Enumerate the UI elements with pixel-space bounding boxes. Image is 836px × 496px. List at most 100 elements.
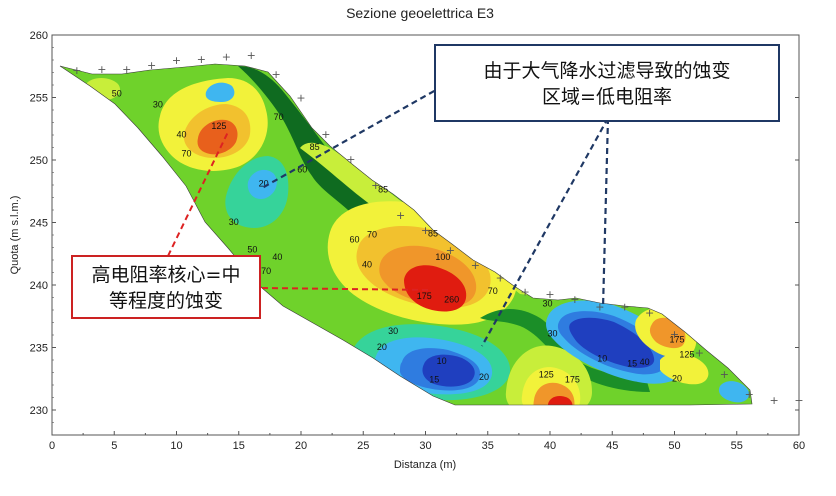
low-resistivity-callout-line2: 区域=低电阻率 bbox=[542, 86, 672, 108]
x-tick-label: 35 bbox=[482, 440, 494, 452]
electrode-marker: + bbox=[147, 59, 156, 72]
electrode-marker: + bbox=[346, 153, 355, 166]
electrode-marker: + bbox=[670, 328, 679, 341]
electrode-marker: + bbox=[396, 209, 405, 222]
x-tick-label: 50 bbox=[668, 440, 680, 452]
contour-label: 175 bbox=[669, 335, 684, 345]
contour-label: 30 bbox=[229, 217, 239, 227]
x-tick-label: 25 bbox=[357, 440, 369, 452]
x-tick-label: 0 bbox=[49, 440, 55, 452]
y-tick-label: 245 bbox=[30, 218, 48, 230]
x-tick-label: 5 bbox=[111, 440, 117, 452]
contour-label: 15 bbox=[429, 375, 439, 385]
contour-label: 85 bbox=[310, 142, 320, 152]
electrode-marker: + bbox=[247, 49, 256, 62]
electrode-marker: + bbox=[794, 394, 803, 407]
contour-label: 20 bbox=[377, 342, 387, 352]
low-resistivity-lower-core bbox=[422, 354, 475, 387]
low-resistivity-core-left bbox=[247, 169, 277, 200]
electrode-marker: + bbox=[496, 272, 505, 285]
high-resistivity-lower-core bbox=[548, 396, 573, 405]
x-tick-label: 45 bbox=[606, 440, 618, 452]
electrode-marker: + bbox=[595, 300, 604, 313]
electrode-marker: + bbox=[97, 63, 106, 76]
y-tick-label: 255 bbox=[30, 93, 48, 105]
upper-cyan-patch bbox=[205, 82, 235, 102]
high-resistivity-callout: 高电阻率核心=中 等程度的蚀变 bbox=[71, 255, 261, 319]
high-resistivity-core bbox=[404, 265, 467, 312]
contour-labels: 5030407012570856020305040706040708585100… bbox=[112, 88, 695, 384]
contour-label: 10 bbox=[597, 353, 607, 363]
blue-leader-line-1 bbox=[261, 85, 444, 189]
contour-label: 125 bbox=[679, 350, 694, 360]
contour-label: 175 bbox=[417, 291, 432, 301]
y-tick-label: 260 bbox=[30, 30, 48, 42]
contour-label: 50 bbox=[112, 88, 122, 98]
electrode-marker: + bbox=[520, 285, 529, 298]
high-resistivity-callout-line2: 等程度的蚀变 bbox=[108, 290, 223, 312]
contour-label: 100 bbox=[435, 252, 450, 262]
x-tick-label: 55 bbox=[731, 440, 743, 452]
contour-label: 40 bbox=[362, 260, 372, 270]
contour-label: 60 bbox=[350, 235, 360, 245]
contour-label: 85 bbox=[428, 228, 438, 238]
red-leader-line-1 bbox=[167, 131, 229, 257]
contour-label: 50 bbox=[247, 245, 257, 255]
contour-label: 70 bbox=[367, 230, 377, 240]
contour-label: 15 bbox=[627, 358, 637, 368]
contour-label: 40 bbox=[176, 130, 186, 140]
red-core-left-top bbox=[197, 119, 238, 155]
contour-label: 30 bbox=[543, 298, 553, 308]
y-axis-label: Quota (m s.l.m.) bbox=[9, 196, 21, 275]
electrode-marker: + bbox=[769, 394, 778, 407]
contour-label: 260 bbox=[444, 295, 459, 305]
contour-label: 30 bbox=[153, 100, 163, 110]
electrode-marker: + bbox=[620, 300, 629, 313]
contour-label: 125 bbox=[211, 121, 226, 131]
callout-leader-lines bbox=[167, 85, 610, 347]
x-tick-label: 10 bbox=[170, 440, 182, 452]
electrode-marker: + bbox=[645, 307, 654, 320]
electrode-marker: + bbox=[172, 54, 181, 67]
electrode-marker: + bbox=[545, 288, 554, 301]
contour-label: 30 bbox=[388, 326, 398, 336]
x-tick-label: 60 bbox=[793, 440, 805, 452]
y-axis: 230 235 240 245 250 255 260 bbox=[30, 30, 799, 436]
right-edge-cyan bbox=[718, 381, 750, 403]
x-axis-label: Distanza (m) bbox=[394, 459, 456, 471]
electrode-marker: + bbox=[321, 128, 330, 141]
x-tick-label: 30 bbox=[419, 440, 431, 452]
electrode-marker: + bbox=[197, 53, 206, 66]
contour-label: 70 bbox=[181, 148, 191, 158]
contour-label: 70 bbox=[261, 266, 271, 276]
electrode-marker: + bbox=[296, 92, 305, 105]
electrode-marker: + bbox=[371, 179, 380, 192]
y-tick-label: 250 bbox=[30, 155, 48, 167]
electrode-marker: + bbox=[570, 293, 579, 306]
low-resistivity-right-core bbox=[569, 317, 655, 368]
contour-label: 125 bbox=[539, 370, 554, 380]
blue-leader-line-2 bbox=[481, 117, 609, 347]
electrode-marker: + bbox=[72, 64, 81, 77]
electrode-marker: + bbox=[446, 244, 455, 257]
y-tick-label: 230 bbox=[30, 405, 48, 417]
low-resistivity-callout-line1: 由于大气降水过滤导致的蚀变 bbox=[483, 60, 731, 82]
electrode-marker: + bbox=[720, 368, 729, 381]
contour-label: 60 bbox=[297, 165, 307, 175]
contour-label: 70 bbox=[274, 112, 284, 122]
blue-leader-line-3 bbox=[601, 117, 610, 309]
y-tick-label: 235 bbox=[30, 343, 48, 355]
high-resistivity-callout-line1: 高电阻率核心=中 bbox=[91, 264, 241, 286]
red-leader-line-2 bbox=[261, 287, 431, 291]
contour-label: 30 bbox=[547, 328, 557, 338]
x-axis: 0 5 10 15 20 25 30 35 40 45 50 55 60 bbox=[49, 431, 805, 452]
contour-label: 40 bbox=[640, 357, 650, 367]
electrode-marker: + bbox=[421, 224, 430, 237]
electrode-marker: + bbox=[222, 50, 231, 63]
electrode-marker: + bbox=[695, 347, 704, 360]
low-resistivity-callout: 由于大气降水过滤导致的蚀变 区域=低电阻率 bbox=[434, 44, 780, 122]
contour-label: 70 bbox=[488, 286, 498, 296]
chart-title: Sezione geoelettrica E3 bbox=[346, 5, 494, 21]
electrode-markers: + + + + + + + + + + + + + + + + + + + + + + + + + + + + + + bbox=[72, 49, 803, 407]
